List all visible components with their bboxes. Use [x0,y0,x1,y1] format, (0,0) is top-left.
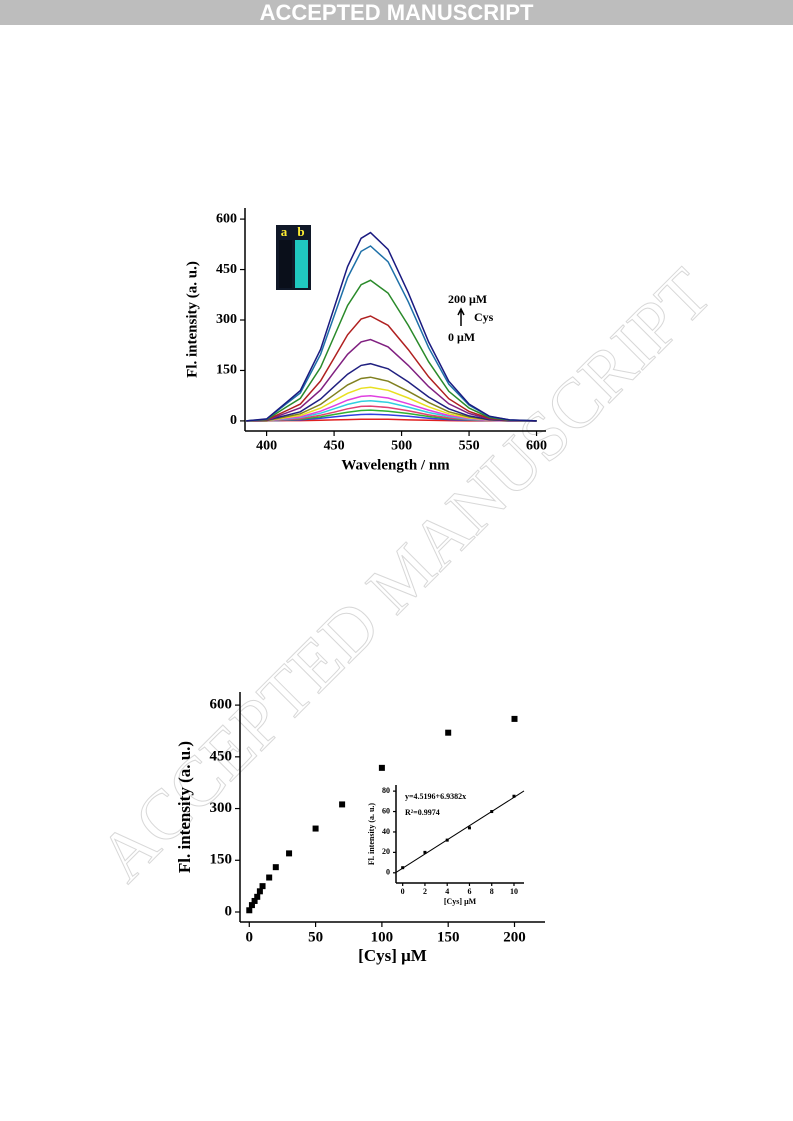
y-axis-label: Fl. intensity (a. u.) [184,261,200,378]
x-tick-label: 100 [371,930,394,946]
figures: ACCEPTED MANUSCRIPT 400 450 500 550 60001503… [84,208,727,965]
photo-label: a [281,224,288,239]
y-axis-label: Fl. intensity (a. u.) [175,741,194,873]
x-tick-label: 4 [445,887,449,896]
point [378,764,385,771]
y-tick-label: 80 [382,786,390,795]
annotation: 0 μM [448,330,475,344]
x-tick-label: 0 [246,930,254,946]
annotation: R²=0.9974 [405,808,440,817]
point [254,893,261,900]
y-tick-label: 0 [386,868,390,877]
y-tick-label: 150 [210,852,233,868]
x-axis-label: [Cys] μM [358,946,427,965]
x-tick-label: 550 [459,439,480,454]
photo-label: b [297,224,304,239]
x-axis-label: Wavelength / nm [341,457,450,473]
y-tick-label: 600 [210,697,233,713]
y-tick-label: 150 [216,363,237,378]
y-tick-label: 300 [216,312,237,327]
x-tick-label: 150 [437,930,460,946]
x-tick-label: 10 [510,887,518,896]
point [286,850,293,857]
point [246,907,253,914]
y-tick-label: 0 [225,903,233,919]
x-tick-label: 0 [401,887,405,896]
y-tick-label: 450 [210,748,233,764]
point [259,883,266,890]
annotation: y=4.5196+6.9382x [405,792,466,801]
y-tick-label: 20 [382,847,390,856]
point [248,902,255,909]
spectrum-line [246,338,537,422]
x-tick-label: 600 [526,439,547,454]
point [423,850,427,854]
spectrum-line [246,376,537,422]
x-tick-label: 6 [467,887,471,896]
x-tick-label: 450 [324,439,345,454]
point [339,801,346,808]
y-tick-label: 40 [382,827,390,836]
y-tick-label: 300 [210,800,233,816]
point [467,826,471,830]
x-tick-label: 500 [391,439,412,454]
y-axis-label: Fl. intensity (a. u.) [367,803,376,866]
x-tick-label: 400 [256,439,277,454]
annotation: Cys [474,310,494,324]
point [312,825,319,832]
point [256,888,263,895]
x-tick-label: 200 [503,930,526,946]
point [266,874,273,881]
spectrum-line [246,231,537,422]
x-tick-label: 8 [490,887,494,896]
y-tick-label: 600 [216,211,237,226]
vial-b [295,240,308,288]
spectrum-line [246,315,537,422]
spectrum-line [246,279,537,422]
y-tick-label: 60 [382,806,390,815]
point [445,729,452,736]
header-title: ACCEPTED MANUSCRIPT [0,0,793,25]
x-axis-label: [Cys] μM [444,897,477,906]
y-tick-label: 450 [216,262,237,277]
point [511,715,518,722]
vial-a [279,240,292,288]
point [401,866,405,870]
x-tick-label: 2 [423,887,427,896]
point [512,794,516,798]
point [490,810,494,814]
spectrum-line [246,362,537,422]
x-tick-label: 50 [308,930,323,946]
annotation: 200 μM [448,292,487,306]
arrow [457,307,465,326]
y-tick-label: 0 [230,413,237,428]
fit-line [395,790,525,873]
point [445,838,449,842]
point [251,897,258,904]
point [272,864,279,871]
